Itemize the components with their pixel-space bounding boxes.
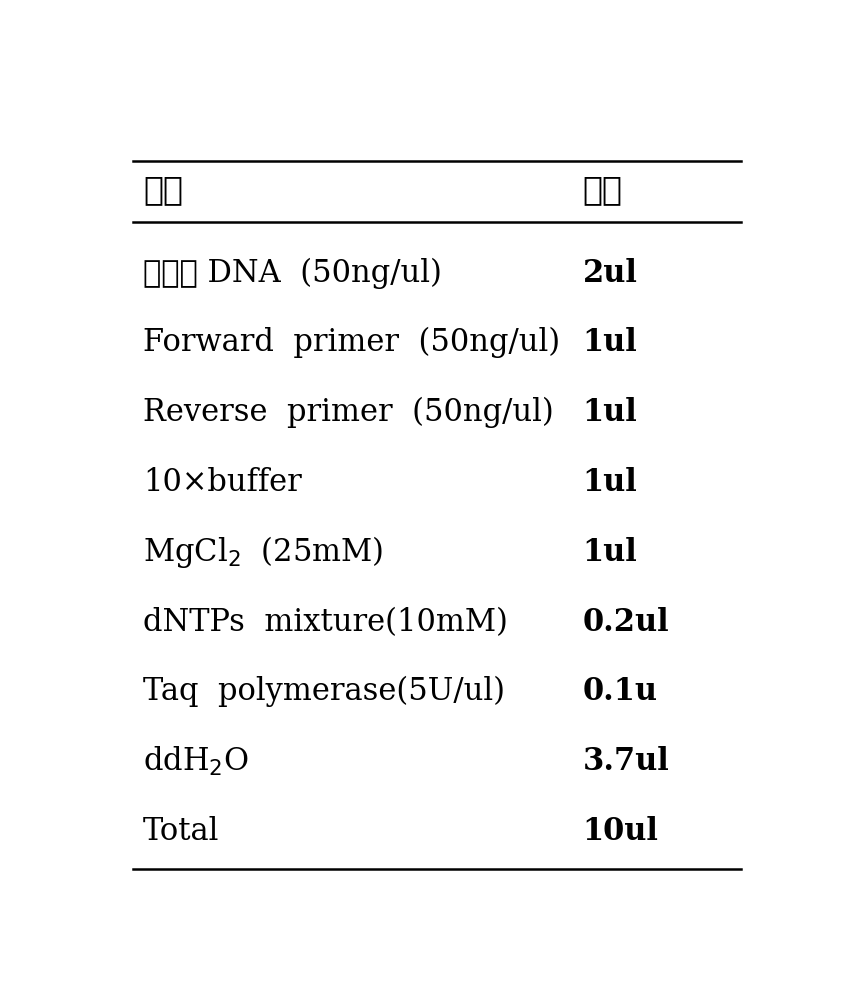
Text: 1ul: 1ul (582, 536, 636, 568)
Text: 3.7ul: 3.7ul (582, 746, 669, 776)
Text: 10×buffer: 10×buffer (143, 466, 302, 497)
Text: 成份: 成份 (143, 175, 183, 207)
Text: MgCl$_2$  (25mM): MgCl$_2$ (25mM) (143, 534, 383, 570)
Text: Reverse  primer  (50ng/ul): Reverse primer (50ng/ul) (143, 397, 553, 427)
Text: Taq  polymerase(5U/ul): Taq polymerase(5U/ul) (143, 676, 504, 707)
Text: 0.2ul: 0.2ul (582, 606, 669, 637)
Text: 1ul: 1ul (582, 327, 636, 358)
Text: 0.1u: 0.1u (582, 676, 657, 707)
Text: 2ul: 2ul (582, 257, 636, 288)
Text: 1ul: 1ul (582, 466, 636, 497)
Text: 10ul: 10ul (582, 815, 658, 846)
Text: Total: Total (143, 815, 219, 846)
Text: ddH$_2$O: ddH$_2$O (143, 745, 249, 777)
Text: dNTPs  mixture(10mM): dNTPs mixture(10mM) (143, 606, 507, 637)
Text: 1ul: 1ul (582, 397, 636, 427)
Text: 油菜总 DNA  (50ng/ul): 油菜总 DNA (50ng/ul) (143, 257, 441, 288)
Text: 体积: 体积 (582, 175, 622, 207)
Text: Forward  primer  (50ng/ul): Forward primer (50ng/ul) (143, 327, 560, 358)
